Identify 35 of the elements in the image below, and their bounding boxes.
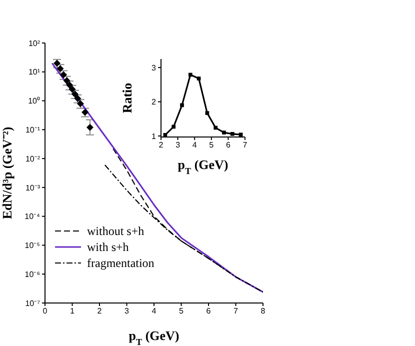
x-tick-label: 4 <box>152 306 157 316</box>
x-tick-label: 1 <box>70 306 76 316</box>
x-tick-label: 5 <box>179 306 184 316</box>
y-tick-label: 2 <box>152 98 157 107</box>
x-tick-label: 7 <box>242 140 248 150</box>
x-tick-label: 3 <box>176 140 181 150</box>
y-tick-label: 10⁻⁴ <box>24 212 41 222</box>
y-tick-label: 10⁻⁵ <box>24 241 40 250</box>
y-tick-label: 10⁻⁷ <box>25 298 40 308</box>
x-tick-label: 7 <box>234 306 239 316</box>
x-tick-label: 2 <box>158 140 164 150</box>
x-tick-label: 6 <box>206 306 212 316</box>
x-tick-label: 6 <box>226 140 231 150</box>
x-tick-label: 3 <box>124 306 130 316</box>
y-tick-label: 1 <box>152 132 157 141</box>
legend-label: without s+h <box>87 224 144 238</box>
y-tick-label: 10⁰ <box>28 96 40 106</box>
y-tick-label: 10¹ <box>28 68 40 77</box>
x-tick-label: 4 <box>192 140 198 150</box>
y-tick-label: 10⁻² <box>25 154 40 164</box>
y-tick-label: 3 <box>152 63 157 72</box>
x-tick-label: 8 <box>260 306 266 316</box>
x-axis-title: p$_{T}$ (GeV) <box>178 157 228 176</box>
legend-label: fragmentation <box>87 256 154 270</box>
y-axis-title: Ratio <box>120 82 135 114</box>
x-tick-label: 2 <box>97 306 102 316</box>
y-tick-label: 10⁻¹ <box>25 126 40 135</box>
y-axis-title: EdN/d³p (GeV⁻²) <box>0 126 15 220</box>
y-tick-label: 10⁻⁶ <box>24 270 40 279</box>
y-tick-label: 10⁻³ <box>25 183 40 192</box>
x-tick-label: 0 <box>42 306 48 316</box>
y-tick-label: 10² <box>28 38 40 48</box>
x-tick-label: 5 <box>209 140 214 150</box>
x-axis-title: p$_{T}$ (GeV) <box>128 328 180 346</box>
legend-label: with s+h <box>87 240 129 254</box>
